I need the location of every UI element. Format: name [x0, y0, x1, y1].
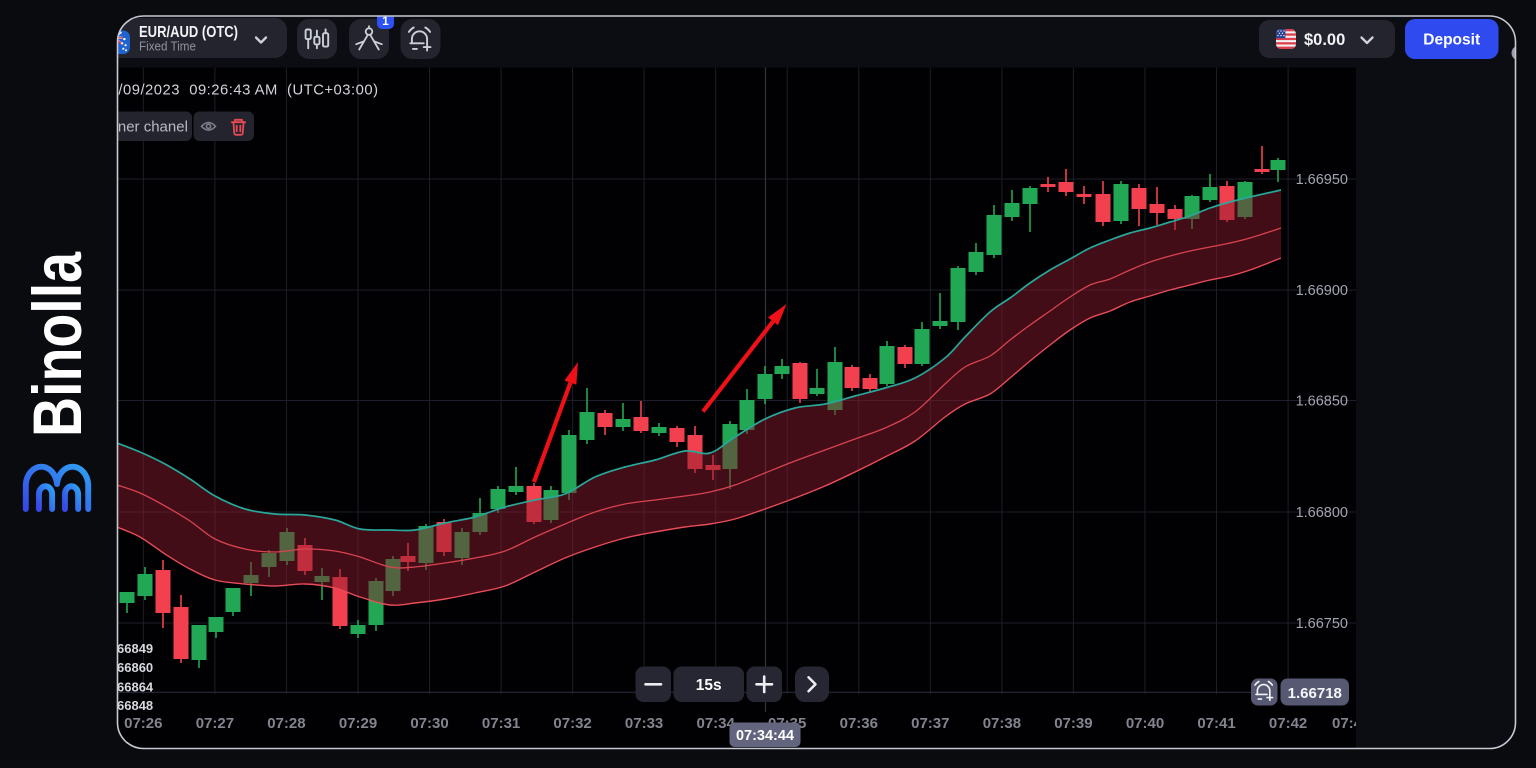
svg-text:1: 1 — [382, 14, 389, 28]
svg-text:15s: 15s — [696, 677, 722, 694]
svg-text:66864: 66864 — [117, 680, 154, 695]
svg-text:Binolla: Binolla — [19, 252, 96, 437]
svg-text:07:37: 07:37 — [911, 715, 949, 732]
svg-text:07:43: 07:43 — [1332, 715, 1370, 732]
svg-text:07:33: 07:33 — [625, 715, 663, 732]
svg-text:1.66718: 1.66718 — [1288, 685, 1342, 702]
svg-text:11/09/2023 09:26:43 AM (UTC+: 11/09/2023 09:26:43 AM (UTC+03:00) — [102, 83, 378, 99]
svg-text:07:36: 07:36 — [840, 715, 878, 732]
svg-text:66849: 66849 — [117, 641, 153, 656]
svg-text:1.66900: 1.66900 — [1296, 283, 1348, 299]
svg-text:1.66750: 1.66750 — [1296, 616, 1348, 632]
svg-text:1.66850: 1.66850 — [1296, 394, 1348, 410]
svg-text:07:40: 07:40 — [1126, 715, 1164, 732]
svg-text:07:41: 07:41 — [1197, 715, 1235, 732]
svg-text:1.66950: 1.66950 — [1296, 172, 1348, 188]
svg-text:07:29: 07:29 — [339, 715, 377, 732]
svg-text:$0.00: $0.00 — [1304, 31, 1345, 49]
svg-text:Deposit: Deposit — [1423, 32, 1480, 49]
svg-text:07:42: 07:42 — [1269, 715, 1307, 732]
svg-text:07:34:44: 07:34:44 — [736, 728, 794, 744]
svg-text:07:38: 07:38 — [983, 715, 1021, 732]
svg-text:07:39: 07:39 — [1054, 715, 1092, 732]
svg-text:66860: 66860 — [117, 660, 153, 675]
svg-text:Fixed Time: Fixed Time — [139, 39, 196, 54]
svg-text:1.66800: 1.66800 — [1296, 505, 1348, 521]
svg-text:07:28: 07:28 — [267, 715, 305, 732]
svg-text:07:34: 07:34 — [697, 715, 736, 732]
svg-text:07:31: 07:31 — [482, 715, 520, 732]
svg-text:66848: 66848 — [117, 698, 153, 713]
svg-text:07:26: 07:26 — [124, 715, 162, 732]
svg-text:07:27: 07:27 — [196, 715, 234, 732]
svg-text:07:32: 07:32 — [553, 715, 591, 732]
svg-text:EUR/AUD (OTC): EUR/AUD (OTC) — [139, 24, 238, 41]
svg-text:07:30: 07:30 — [410, 715, 448, 732]
svg-text:Keltner chanel: Keltner chanel — [92, 119, 188, 136]
